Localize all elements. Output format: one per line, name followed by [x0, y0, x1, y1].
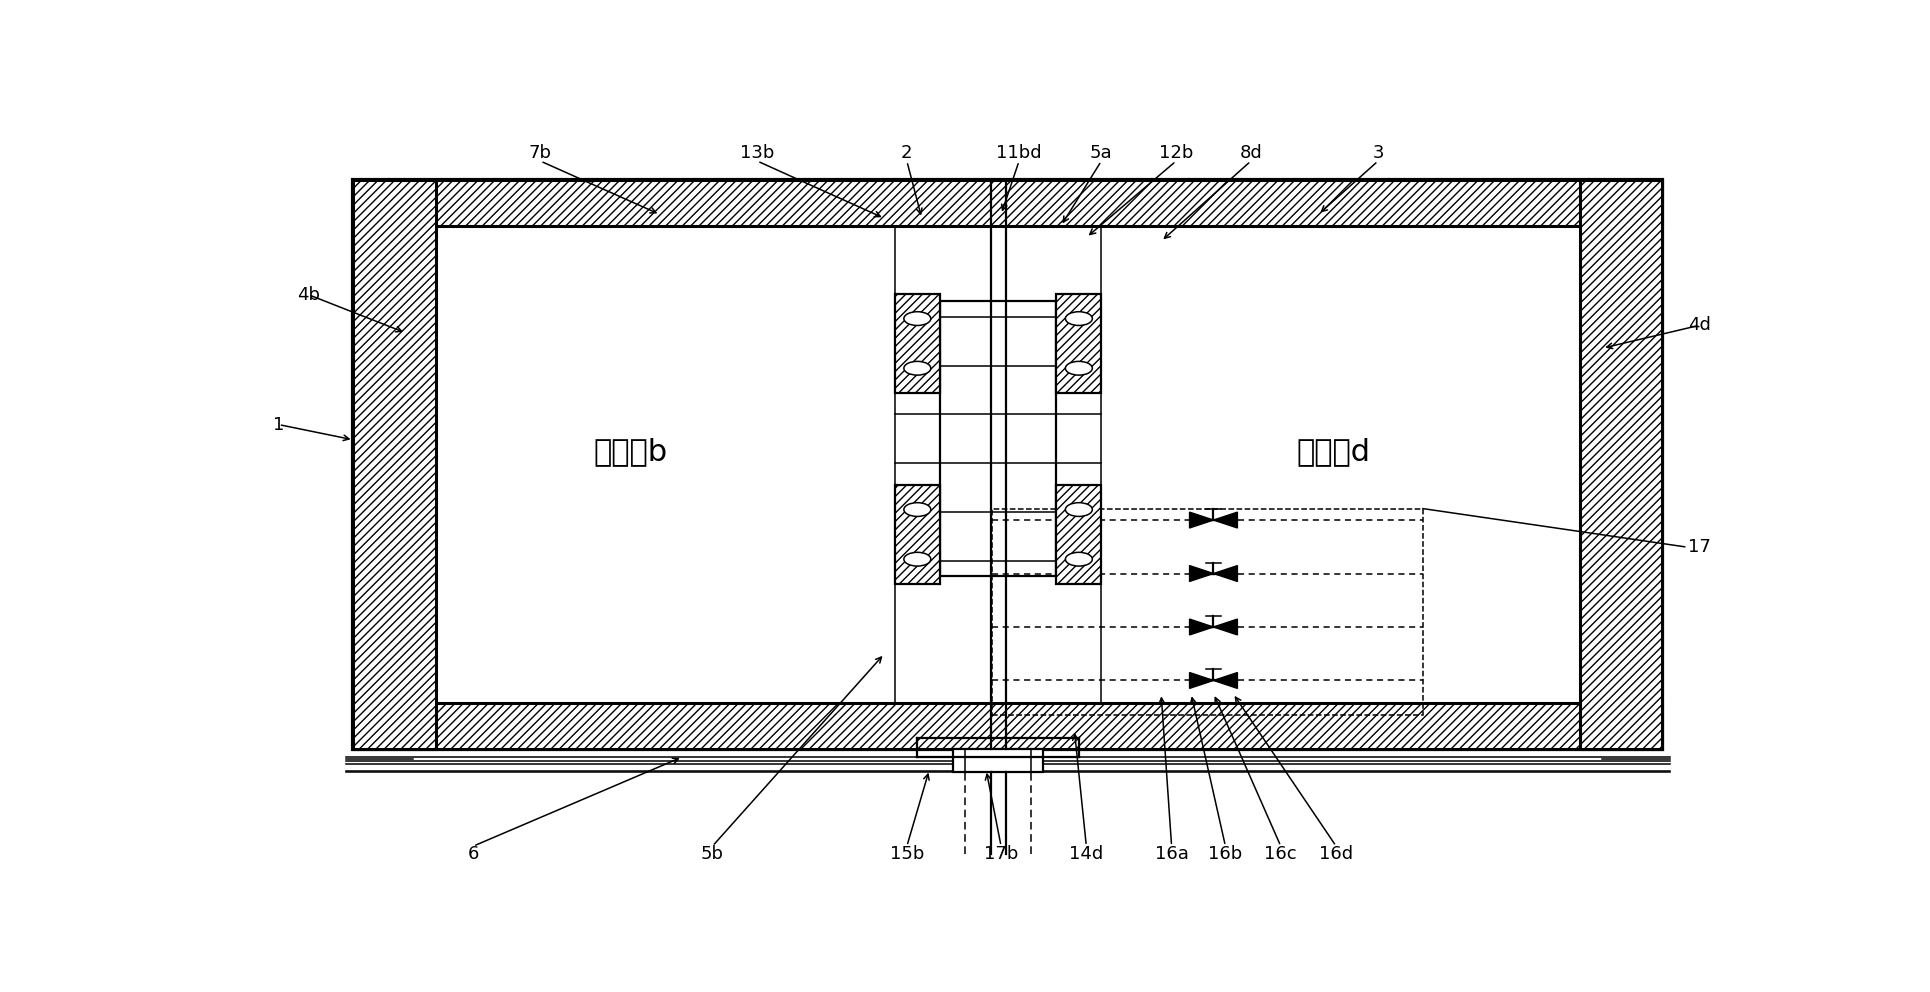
Circle shape — [1065, 503, 1092, 517]
Polygon shape — [1214, 512, 1237, 528]
Text: 14d: 14d — [1069, 845, 1104, 863]
Bar — [1056, 485, 1102, 584]
Text: 16a: 16a — [1154, 845, 1189, 863]
Text: 11bd: 11bd — [996, 145, 1042, 163]
Circle shape — [903, 311, 930, 325]
Text: 13b: 13b — [739, 145, 774, 163]
Text: 6: 6 — [467, 845, 479, 863]
Circle shape — [1065, 311, 1092, 325]
Bar — [353, 703, 1662, 749]
Circle shape — [1065, 553, 1092, 566]
Bar — [353, 181, 436, 749]
Circle shape — [903, 503, 930, 517]
Text: 2: 2 — [901, 145, 913, 163]
Text: 5a: 5a — [1090, 145, 1112, 163]
Text: 12b: 12b — [1158, 145, 1193, 163]
Bar — [1056, 294, 1102, 393]
Bar — [953, 749, 1042, 772]
Text: 17: 17 — [1689, 538, 1712, 556]
Text: 储液室d: 储液室d — [1297, 436, 1370, 466]
Polygon shape — [1189, 673, 1214, 688]
Bar — [896, 485, 940, 584]
Text: 3: 3 — [1372, 145, 1384, 163]
Text: 5b: 5b — [701, 845, 724, 863]
Text: 16d: 16d — [1318, 845, 1353, 863]
Polygon shape — [1214, 565, 1237, 581]
Text: 16b: 16b — [1208, 845, 1243, 863]
Bar — [1581, 181, 1662, 749]
Polygon shape — [1189, 619, 1214, 635]
Polygon shape — [1214, 619, 1237, 635]
Bar — [353, 181, 1662, 226]
Text: 15b: 15b — [890, 845, 924, 863]
Text: 16c: 16c — [1264, 845, 1297, 863]
Bar — [896, 294, 940, 393]
Text: 7b: 7b — [529, 145, 552, 163]
Text: 4b: 4b — [297, 286, 320, 304]
Polygon shape — [1214, 673, 1237, 688]
Text: 17b: 17b — [984, 845, 1019, 863]
Text: 8d: 8d — [1239, 145, 1262, 163]
Circle shape — [1065, 361, 1092, 375]
Text: 1: 1 — [272, 416, 284, 434]
Bar — [353, 181, 1662, 749]
Circle shape — [903, 553, 930, 566]
Bar — [992, 509, 1422, 715]
Polygon shape — [1189, 512, 1214, 528]
Circle shape — [903, 361, 930, 375]
Polygon shape — [1189, 565, 1214, 581]
Text: 储液室b: 储液室b — [593, 436, 668, 466]
Text: 4d: 4d — [1689, 316, 1712, 334]
